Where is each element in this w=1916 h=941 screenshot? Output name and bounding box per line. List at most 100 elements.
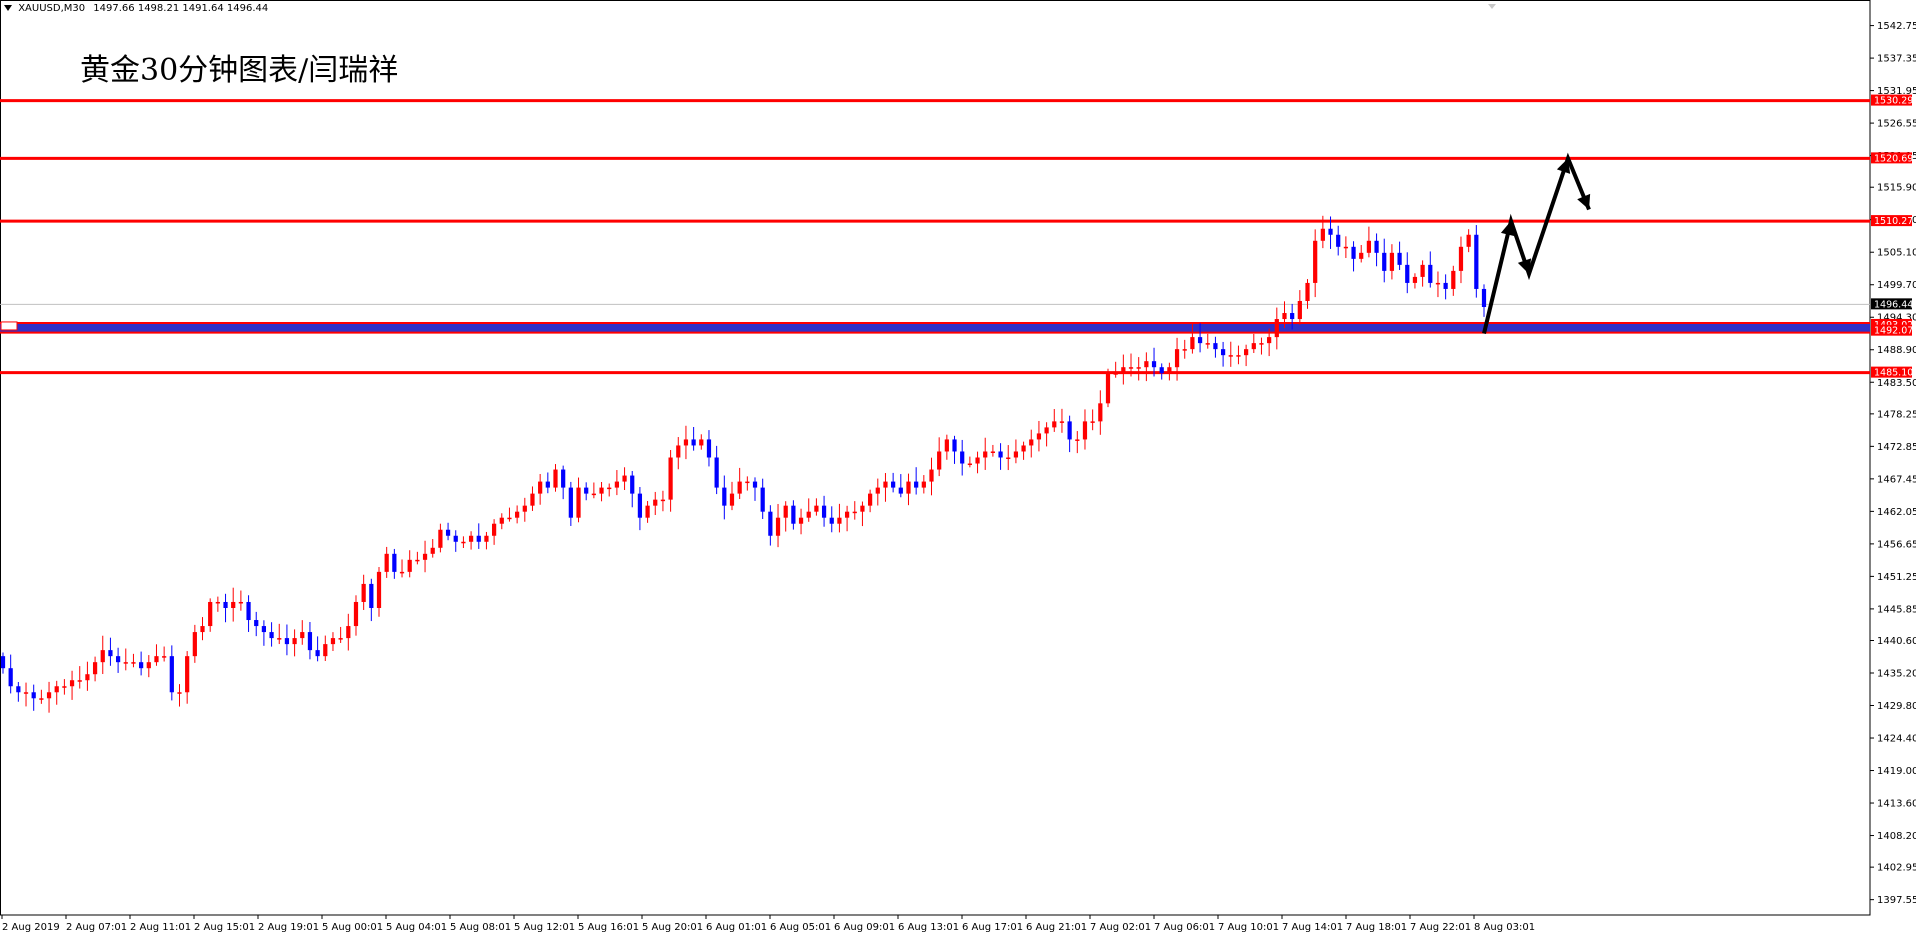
bullish-candle — [277, 638, 282, 640]
price-tag-label: 1492.07 — [1874, 326, 1913, 337]
bearish-candle — [1382, 252, 1387, 271]
bullish-candle — [844, 511, 850, 518]
price-axis-label: 1483.50 — [1877, 378, 1916, 389]
price-tag — [1871, 215, 1912, 227]
bullish-candle — [683, 439, 689, 446]
arrowhead-icon — [1500, 220, 1515, 237]
price-axis-label: 1402.95 — [1877, 863, 1916, 874]
bullish-candle — [1136, 367, 1141, 369]
price-axis-label: 1494.30 — [1877, 313, 1916, 324]
bullish-candle — [231, 601, 236, 608]
bearish-candle — [269, 632, 274, 639]
bullish-candle — [983, 451, 988, 458]
bullish-candle — [376, 571, 382, 608]
bullish-candle — [123, 662, 128, 664]
bullish-candle — [499, 517, 504, 524]
arrowhead-icon — [1556, 158, 1571, 174]
bullish-candle — [1259, 343, 1264, 345]
bearish-candle — [307, 632, 313, 651]
bullish-candle — [238, 601, 243, 604]
arrowhead-icon — [1517, 258, 1532, 274]
bullish-candle — [1144, 361, 1149, 368]
bullish-candle — [515, 511, 520, 518]
bearish-candle — [1481, 288, 1487, 308]
price-tag — [1871, 318, 1912, 330]
plot-frame — [0, 0, 1871, 916]
forecast-path[interactable] — [1482, 152, 1591, 334]
bullish-candle — [330, 638, 336, 645]
bullish-candle — [538, 481, 543, 494]
bullish-candle — [1128, 367, 1134, 369]
bullish-candle — [775, 517, 781, 536]
time-axis-label: 6 Aug 05:01 — [770, 922, 831, 933]
bullish-candle — [361, 583, 366, 602]
bearish-candle — [453, 535, 458, 542]
support-zone-band[interactable] — [0, 322, 1870, 333]
bullish-candle — [100, 650, 105, 663]
bullish-candle — [1098, 403, 1103, 422]
bullish-candle — [975, 457, 980, 464]
bullish-candle — [599, 487, 604, 494]
bearish-candle — [1443, 282, 1448, 289]
dropdown-triangle-icon[interactable] — [4, 5, 12, 11]
bullish-candle — [1359, 252, 1364, 259]
bullish-candle — [39, 698, 44, 700]
bearish-candle — [891, 481, 896, 488]
bullish-candle — [1313, 240, 1318, 283]
bullish-candle — [92, 662, 98, 675]
bullish-candle — [653, 499, 658, 506]
current-price-tag — [1871, 298, 1912, 310]
bearish-candle — [791, 505, 796, 524]
bullish-candle — [607, 487, 612, 490]
bullish-candle — [852, 511, 857, 514]
bullish-candle — [468, 535, 474, 542]
bearish-candle — [0, 656, 6, 669]
bullish-candle — [146, 662, 151, 669]
bullish-candle — [484, 535, 489, 542]
current-price-label: 1496.44 — [1874, 299, 1913, 310]
time-axis-label: 2 Aug 2019 — [2, 922, 60, 933]
bearish-candle — [1151, 361, 1157, 368]
time-axis-label: 2 Aug 07:01 — [66, 922, 127, 933]
price-tag-label: 1510.27 — [1874, 216, 1913, 227]
bearish-candle — [722, 487, 727, 506]
symbol-header[interactable]: XAUUSD,M30 1497.66 1498.21 1491.64 1496.… — [4, 3, 268, 14]
bearish-candle — [1474, 234, 1479, 289]
bearish-candle — [898, 487, 903, 494]
price-axis-label: 1499.70 — [1877, 280, 1916, 291]
price-tag-label: 1485.10 — [1874, 368, 1913, 379]
bullish-candle — [591, 493, 596, 496]
bullish-candle — [906, 481, 911, 494]
bearish-candle — [223, 601, 228, 608]
bearish-candle — [169, 656, 174, 693]
bearish-candle — [768, 511, 773, 536]
bullish-candle — [645, 505, 650, 518]
time-axis-label: 7 Aug 14:01 — [1282, 922, 1343, 933]
bullish-candle — [69, 680, 75, 687]
bullish-candle — [1451, 270, 1456, 289]
price-axis-label: 1478.25 — [1877, 409, 1916, 420]
bullish-candle — [860, 505, 865, 512]
bullish-candle — [1244, 349, 1249, 356]
bearish-candle — [1336, 234, 1341, 247]
zone-anchor-handle[interactable] — [0, 321, 18, 331]
bullish-candle — [1044, 427, 1049, 434]
bullish-candle — [1297, 300, 1302, 320]
bearish-candle — [1328, 228, 1333, 235]
time-axis-label: 5 Aug 20:01 — [642, 922, 703, 933]
bullish-candle — [292, 638, 297, 645]
bullish-candle — [576, 487, 581, 518]
bullish-candle — [77, 680, 82, 682]
bullish-candle — [185, 656, 190, 693]
bullish-candle — [921, 481, 926, 488]
bullish-candle — [1167, 367, 1172, 374]
bullish-candle — [745, 481, 750, 484]
bearish-candle — [752, 481, 758, 488]
bullish-candle — [1174, 349, 1180, 368]
price-tag — [1871, 94, 1912, 106]
bullish-candle — [1320, 228, 1325, 241]
bearish-candle — [16, 686, 21, 693]
bullish-candle — [1052, 421, 1057, 428]
bullish-candle — [1420, 264, 1425, 277]
